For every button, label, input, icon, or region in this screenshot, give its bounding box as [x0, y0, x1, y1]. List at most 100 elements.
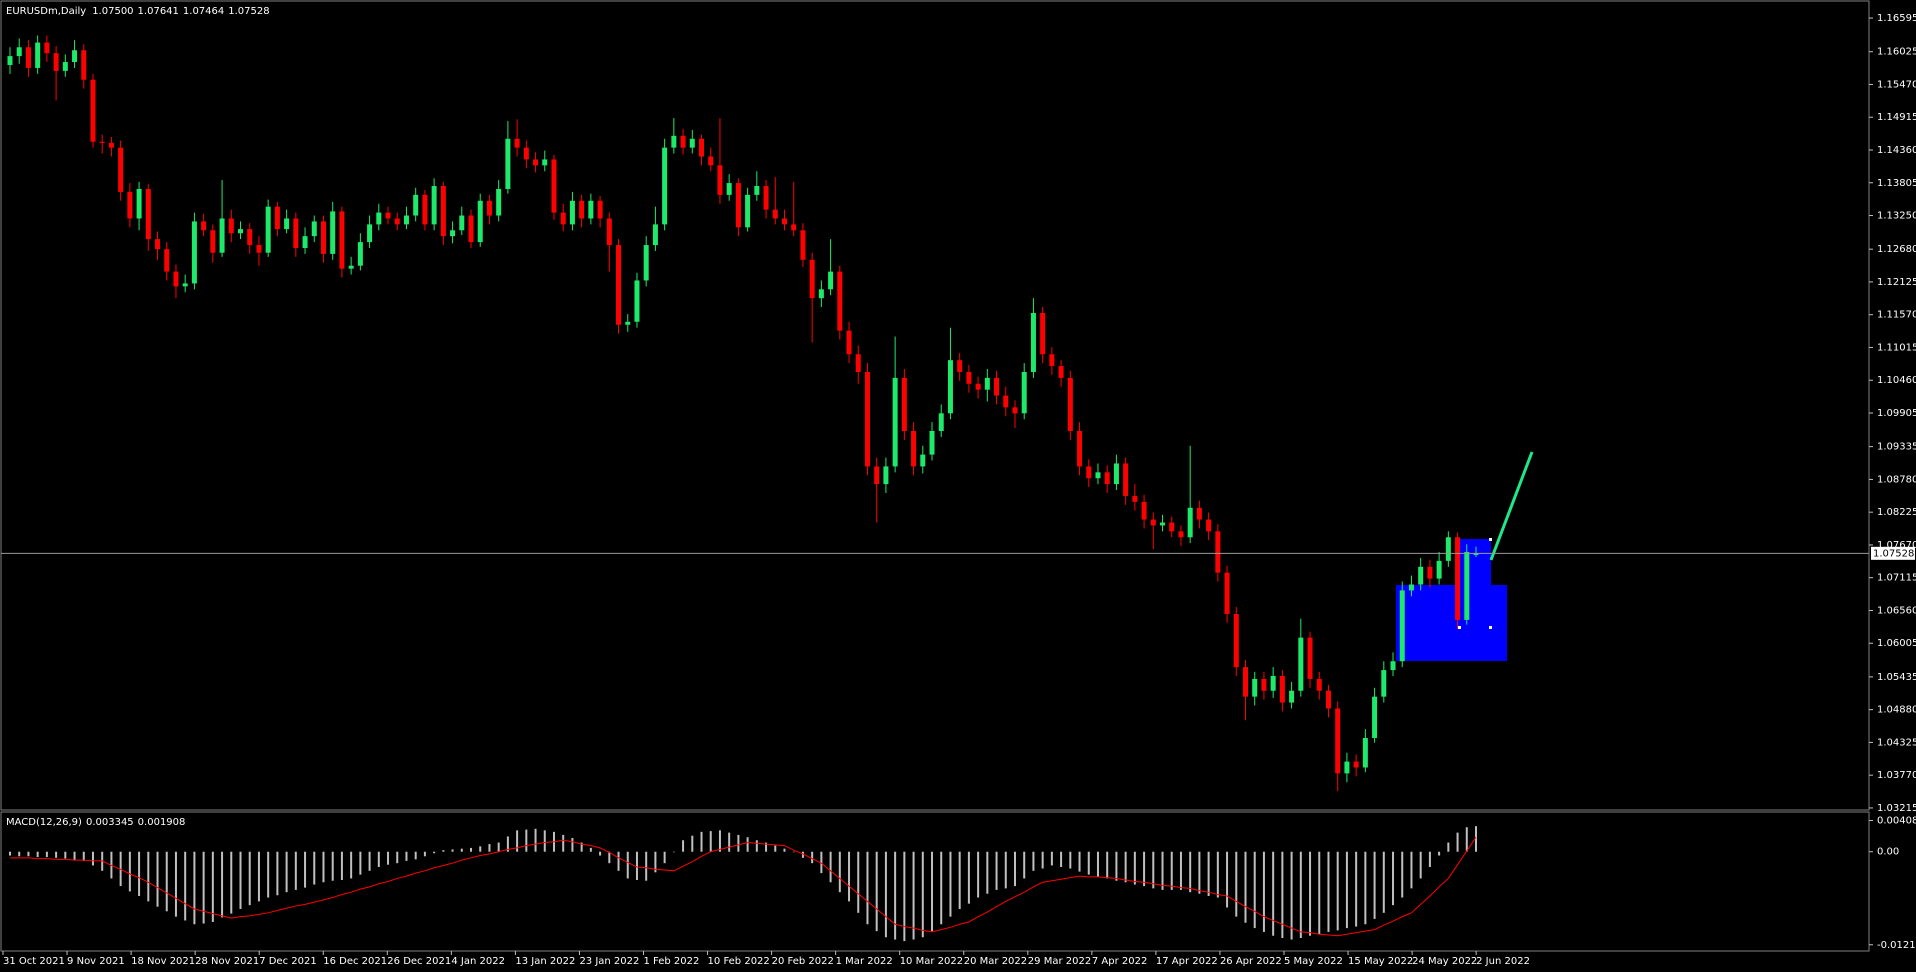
candle-body: [108, 142, 114, 148]
macd-histogram-bar: [156, 851, 159, 907]
y-tick-label: 1.03770: [1877, 770, 1916, 781]
candle-body: [846, 330, 852, 355]
y-tick-label: 1.12680: [1877, 244, 1916, 255]
candle-body: [883, 466, 889, 485]
y-tick-label: 1.14360: [1877, 145, 1916, 156]
macd-histogram-bar: [221, 851, 224, 918]
macd-histogram-bar: [359, 851, 362, 875]
candle-body: [320, 221, 326, 254]
candle-body: [1316, 678, 1322, 691]
macd-histogram-bar: [1161, 851, 1164, 890]
candle-body: [726, 183, 732, 195]
x-tick-label: 16 Dec 2021: [323, 956, 387, 967]
signal-value: 0.001908: [138, 817, 186, 828]
macd-histogram-bar: [682, 840, 685, 852]
candle-body: [643, 245, 649, 281]
zone-rectangle[interactable]: [1459, 539, 1491, 628]
candle-body: [385, 212, 391, 219]
macd-histogram-bar: [958, 851, 961, 909]
candle-body: [837, 271, 843, 331]
x-tick-label: 23 Jan 2022: [579, 956, 639, 967]
close-value: 1.07528: [228, 6, 269, 17]
macd-histogram-bar: [1023, 851, 1026, 879]
macd-histogram-bar: [1419, 851, 1422, 879]
x-tick-label: 20 Mar 2022: [964, 956, 1027, 967]
macd-histogram-bar: [257, 851, 260, 902]
candle-body: [984, 377, 990, 390]
candle-body: [1058, 366, 1064, 378]
candle-body: [357, 242, 363, 266]
candle-body: [597, 200, 603, 219]
x-tick-label: 10 Feb 2022: [708, 956, 770, 967]
candle-body: [431, 186, 437, 225]
trend-arrow[interactable]: [1489, 451, 1534, 561]
symbol: EURUSDm,Daily: [6, 6, 86, 17]
macd-histogram-bar: [193, 851, 196, 925]
candle-body: [247, 229, 253, 246]
macd-histogram-bar: [737, 834, 740, 852]
macd-histogram-bar: [138, 851, 141, 897]
macd-histogram-bar: [239, 851, 242, 909]
handle[interactable]: [1489, 626, 1492, 629]
macd-histogram-bar: [543, 830, 546, 852]
candle-body: [874, 466, 880, 485]
candle-body: [394, 218, 400, 225]
macd-histogram-bar: [91, 851, 94, 866]
macd-histogram-bar: [1069, 851, 1072, 869]
candle-body: [201, 221, 207, 231]
handle[interactable]: [1489, 538, 1492, 541]
y-tick-label: 1.08225: [1877, 507, 1916, 518]
candle-body: [164, 249, 170, 272]
macd-histogram-bar: [718, 830, 721, 852]
macd-histogram-bar: [322, 851, 325, 883]
macd-signal-line: [10, 836, 1477, 937]
macd-histogram-bar: [1410, 851, 1413, 889]
candle-body: [892, 377, 898, 467]
candle-body: [1095, 472, 1101, 479]
macd-histogram-bar: [875, 851, 878, 932]
candle-body: [569, 200, 575, 225]
macd-histogram-bar: [1179, 851, 1182, 890]
candle-body: [680, 135, 686, 148]
x-tick-label: 26 Dec 2021: [387, 956, 451, 967]
macd-histogram-bar: [663, 851, 666, 864]
candle-body: [1362, 737, 1368, 768]
candle-body: [662, 147, 668, 225]
y-tick-label: 1.12125: [1877, 277, 1916, 288]
macd-y-tick-label: 0.004085: [1877, 816, 1916, 827]
x-tick-label: 9 Nov 2021: [67, 956, 125, 967]
candle-body: [938, 413, 944, 431]
x-tick-label: 10 Mar 2022: [900, 956, 963, 967]
candle-body: [947, 360, 953, 414]
candle-body: [293, 218, 299, 248]
macd-histogram-bar: [1133, 851, 1136, 885]
open-value: 1.07500: [92, 6, 133, 17]
macd-histogram-bar: [479, 846, 482, 852]
x-tick-label: 29 Mar 2022: [1028, 956, 1091, 967]
candle-body: [717, 165, 723, 195]
y-tick-label: 1.11570: [1877, 310, 1916, 321]
candle-body: [440, 186, 446, 237]
macd-histogram-bar: [1096, 851, 1099, 877]
macd-histogram-bar: [949, 851, 952, 917]
candle-body: [1353, 761, 1359, 768]
macd-histogram-bar: [304, 851, 307, 888]
handle[interactable]: [1458, 626, 1461, 629]
macd-histogram-bar: [635, 851, 638, 880]
candle-body: [1150, 519, 1156, 526]
candle-body: [1427, 566, 1433, 579]
candle-body: [745, 194, 751, 228]
y-tick-label: 1.08780: [1877, 474, 1916, 485]
candle-body: [1003, 395, 1009, 408]
candle-body: [1123, 463, 1129, 496]
macd-histogram-bar: [294, 851, 297, 890]
macd-histogram-bar: [414, 851, 417, 860]
macd-histogram-bar: [267, 851, 270, 898]
x-tick-label: 18 Nov 2021: [131, 956, 195, 967]
macd-histogram-bar: [848, 851, 851, 902]
candle-body: [708, 156, 714, 166]
candle-body: [1335, 708, 1341, 774]
candle-body: [191, 221, 197, 284]
macd-histogram-bar: [1438, 851, 1441, 856]
macd-histogram-bar: [866, 851, 869, 925]
